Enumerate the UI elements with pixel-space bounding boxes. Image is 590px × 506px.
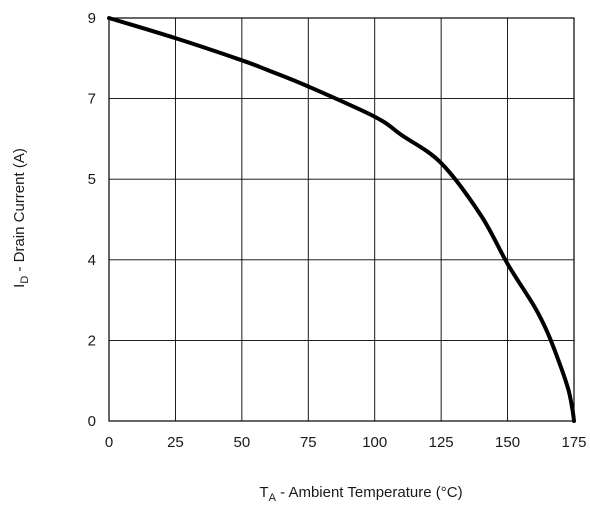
plot-frame xyxy=(108,17,575,422)
x-tick-label: 50 xyxy=(234,434,251,451)
series-group xyxy=(107,16,576,423)
x-tick-label: 100 xyxy=(362,434,387,451)
y-tick-labels: 0 2 4 5 7 9 xyxy=(88,10,96,430)
x-tick-label: 75 xyxy=(300,434,317,451)
x-tick-label: 150 xyxy=(495,434,520,451)
y-tick-label: 2 xyxy=(88,332,96,349)
x-axis-label: TA - Ambient Temperature (°C) xyxy=(259,484,462,504)
y-tick-label: 5 xyxy=(88,171,96,188)
y-tick-label: 7 xyxy=(88,91,96,108)
x-tick-label: 0 xyxy=(105,434,113,451)
x-tick-labels: 0 25 50 75 100 125 150 175 xyxy=(105,434,587,451)
y-tick-label: 4 xyxy=(88,252,96,269)
series-line-0 xyxy=(107,16,576,423)
y-tick-label: 9 xyxy=(88,10,96,27)
y-axis-label: ID - Drain Current (A) xyxy=(11,148,31,288)
x-tick-label: 125 xyxy=(429,434,454,451)
y-tick-label: 0 xyxy=(88,413,96,430)
x-tick-label: 25 xyxy=(167,434,184,451)
grid xyxy=(108,17,575,422)
x-tick-label: 175 xyxy=(561,434,586,451)
